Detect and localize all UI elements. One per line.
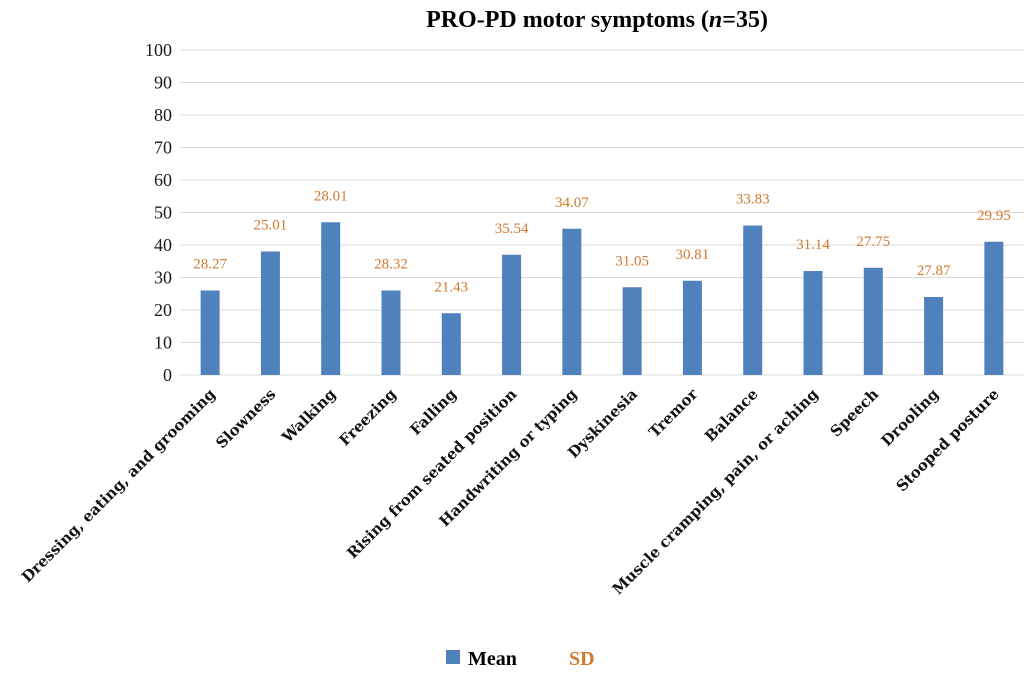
legend-mean-swatch: [446, 650, 460, 664]
chart-title: PRO-PD motor symptoms (n=35): [426, 7, 768, 33]
y-tick-label: 90: [154, 73, 172, 93]
x-tick-label: Stooped posture: [893, 385, 1003, 495]
y-tick-label: 100: [145, 40, 172, 60]
bar-mean: [562, 228, 582, 375]
bar-mean: [502, 254, 522, 375]
gridlines: [180, 49, 1024, 376]
sd-label: 21.43: [434, 279, 468, 295]
x-tick-label: Muscle cramping, pain, or aching: [609, 385, 823, 599]
bar-mean: [682, 280, 702, 375]
x-tick-label: Walking: [278, 385, 340, 447]
y-tick-label: 10: [154, 333, 172, 353]
x-tick-label: Tremor: [645, 384, 702, 441]
bar-mean: [622, 287, 642, 375]
sd-label: 28.27: [193, 257, 227, 273]
sd-label: 35.54: [495, 221, 529, 237]
sd-label: 27.87: [917, 263, 951, 279]
legend-mean-label: Mean: [468, 648, 517, 670]
legend: Mean SD: [446, 648, 595, 670]
bar-mean: [924, 297, 944, 375]
sd-labels: 28.27 25.01 28.01 28.32 21.43 35.54 34.07 31.05…: [193, 188, 1010, 295]
sd-label: 34.07: [555, 195, 589, 211]
x-tick-label: Dressing, eating, and grooming: [18, 385, 219, 586]
sd-label: 30.81: [676, 247, 710, 263]
y-tick-label: 40: [154, 235, 172, 255]
bar-mean: [200, 290, 220, 375]
sd-label: 25.01: [254, 218, 288, 234]
bar-mean: [441, 313, 461, 375]
bar-mean: [260, 251, 280, 375]
sd-label: 31.14: [796, 237, 830, 253]
bar-mean: [863, 267, 883, 375]
x-tick-label: Slowness: [212, 385, 279, 452]
bar-mean: [321, 222, 341, 375]
y-tick-label: 50: [154, 203, 172, 223]
bar-mean: [984, 241, 1004, 375]
y-tick-label: 60: [154, 170, 172, 190]
x-tick-label: Balance: [701, 385, 761, 445]
y-tick-label: 80: [154, 105, 172, 125]
sd-label: 27.75: [856, 234, 890, 250]
x-tick-label: Falling: [406, 385, 460, 439]
y-tick-label: 20: [154, 300, 172, 320]
bar-mean: [803, 271, 823, 375]
bar-mean: [743, 225, 763, 375]
y-tick-label: 30: [154, 268, 172, 288]
bars: [200, 222, 1004, 375]
y-axis: 0 10 20 30 40 50 60 70 80 90 100: [145, 40, 172, 385]
sd-label: 28.01: [314, 188, 348, 204]
y-tick-label: 0: [163, 365, 172, 385]
sd-label: 29.95: [977, 208, 1011, 224]
x-tick-label: Drooling: [878, 385, 943, 450]
bar-mean: [381, 290, 401, 375]
x-tick-label: Speech: [827, 385, 883, 441]
legend-sd-label: SD: [569, 648, 595, 670]
sd-label: 31.05: [615, 253, 649, 269]
y-tick-label: 70: [154, 138, 172, 158]
x-tick-label: Freezing: [335, 385, 400, 450]
sd-label: 33.83: [736, 192, 770, 208]
sd-label: 28.32: [374, 257, 408, 273]
